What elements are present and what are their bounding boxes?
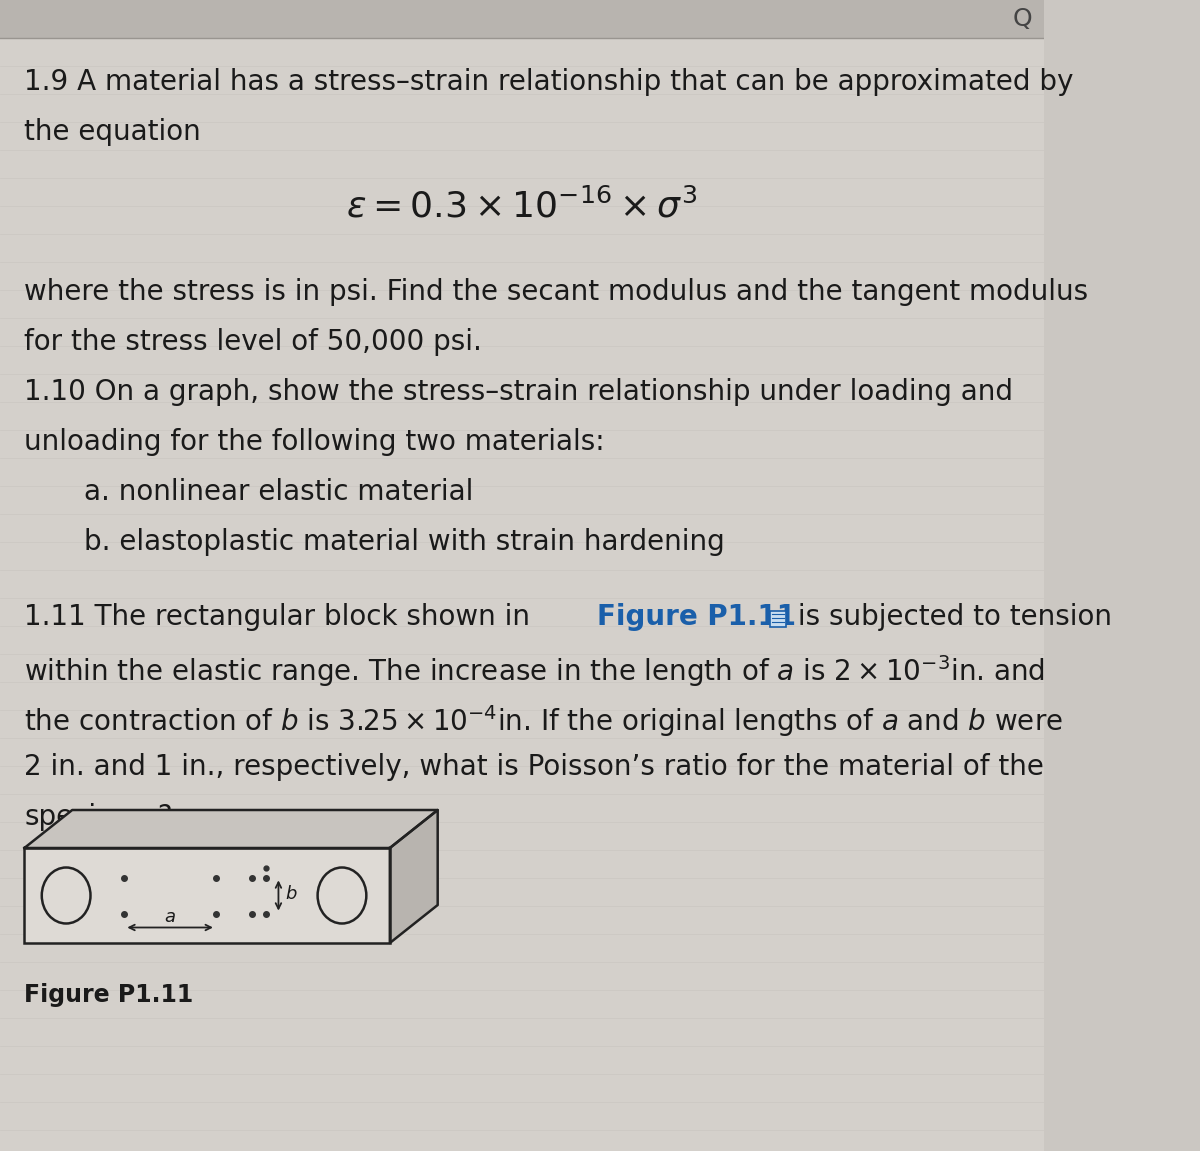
Text: 1.10 On a graph, show the stress–strain relationship under loading and: 1.10 On a graph, show the stress–strain …: [24, 378, 1013, 406]
Text: $\varepsilon = 0.3 \times 10^{-16} \times \sigma^{3}$: $\varepsilon = 0.3 \times 10^{-16} \time…: [347, 188, 697, 224]
Text: Q: Q: [1013, 7, 1032, 31]
Text: Figure P1.11: Figure P1.11: [24, 983, 193, 1007]
Text: within the elastic range. The increase in the length of $a$ is $2 \times 10^{-3}: within the elastic range. The increase i…: [24, 653, 1045, 689]
Text: the contraction of $b$ is $3.25 \times 10^{-4}$in. If the original lengths of $a: the contraction of $b$ is $3.25 \times 1…: [24, 703, 1063, 739]
Text: the equation: the equation: [24, 119, 202, 146]
Polygon shape: [390, 810, 438, 943]
Text: unloading for the following two materials:: unloading for the following two material…: [24, 428, 605, 456]
Text: 1.11 The rectangular block shown in: 1.11 The rectangular block shown in: [24, 603, 539, 631]
Text: b. elastoplastic material with strain hardening: b. elastoplastic material with strain ha…: [84, 528, 725, 556]
Text: Figure P1.11: Figure P1.11: [598, 603, 797, 631]
Bar: [0, 0, 1044, 38]
Text: a. nonlinear elastic material: a. nonlinear elastic material: [84, 478, 473, 506]
Text: where the stress is in psi. Find the secant modulus and the tangent modulus: where the stress is in psi. Find the sec…: [24, 279, 1088, 306]
Text: a: a: [164, 907, 175, 925]
Text: for the stress level of 50,000 psi.: for the stress level of 50,000 psi.: [24, 328, 482, 356]
Text: b: b: [286, 884, 296, 902]
Bar: [24, 848, 390, 943]
FancyBboxPatch shape: [769, 610, 786, 626]
Polygon shape: [24, 810, 438, 848]
Text: 1.9 A material has a stress–strain relationship that can be approximated by: 1.9 A material has a stress–strain relat…: [24, 68, 1074, 96]
Text: is subjected to tension: is subjected to tension: [790, 603, 1112, 631]
Text: specimen?: specimen?: [24, 803, 173, 831]
Text: 2 in. and 1 in., respectively, what is Poisson’s ratio for the material of the: 2 in. and 1 in., respectively, what is P…: [24, 753, 1044, 782]
